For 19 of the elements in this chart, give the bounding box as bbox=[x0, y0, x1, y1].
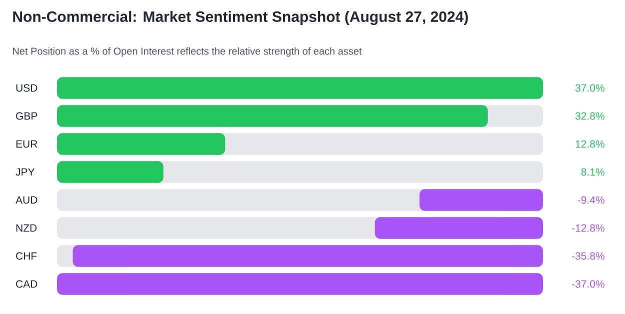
data-label: -12.8% bbox=[572, 224, 604, 232]
chart-subtitle: Net Position as a % of Open Interest reflects the relative strength of each asset bbox=[13, 47, 362, 57]
chart-title: Non-Commercial: Market Sentiment Snapshot (August 27, 2024) bbox=[13, 10, 468, 26]
data-label: 32.8% bbox=[575, 112, 604, 120]
y-tick-label: USD bbox=[16, 84, 38, 92]
bar bbox=[57, 161, 164, 183]
y-tick-label: EUR bbox=[16, 140, 38, 148]
y-tick-label: NZD bbox=[16, 224, 37, 232]
data-label: 37.0% bbox=[575, 84, 604, 92]
y-tick-label: CAD bbox=[16, 280, 38, 288]
data-label: 8.1% bbox=[581, 168, 604, 176]
y-tick-label: CHF bbox=[16, 252, 37, 260]
y-tick-label: AUD bbox=[16, 196, 38, 204]
y-tick-label: JPY bbox=[16, 168, 35, 176]
data-label: -35.8% bbox=[572, 252, 604, 260]
data-label: 12.8% bbox=[576, 140, 604, 148]
y-tick-label: GBP bbox=[16, 112, 38, 120]
data-label: -37.0% bbox=[572, 280, 604, 288]
data-label: -9.4% bbox=[578, 196, 604, 204]
